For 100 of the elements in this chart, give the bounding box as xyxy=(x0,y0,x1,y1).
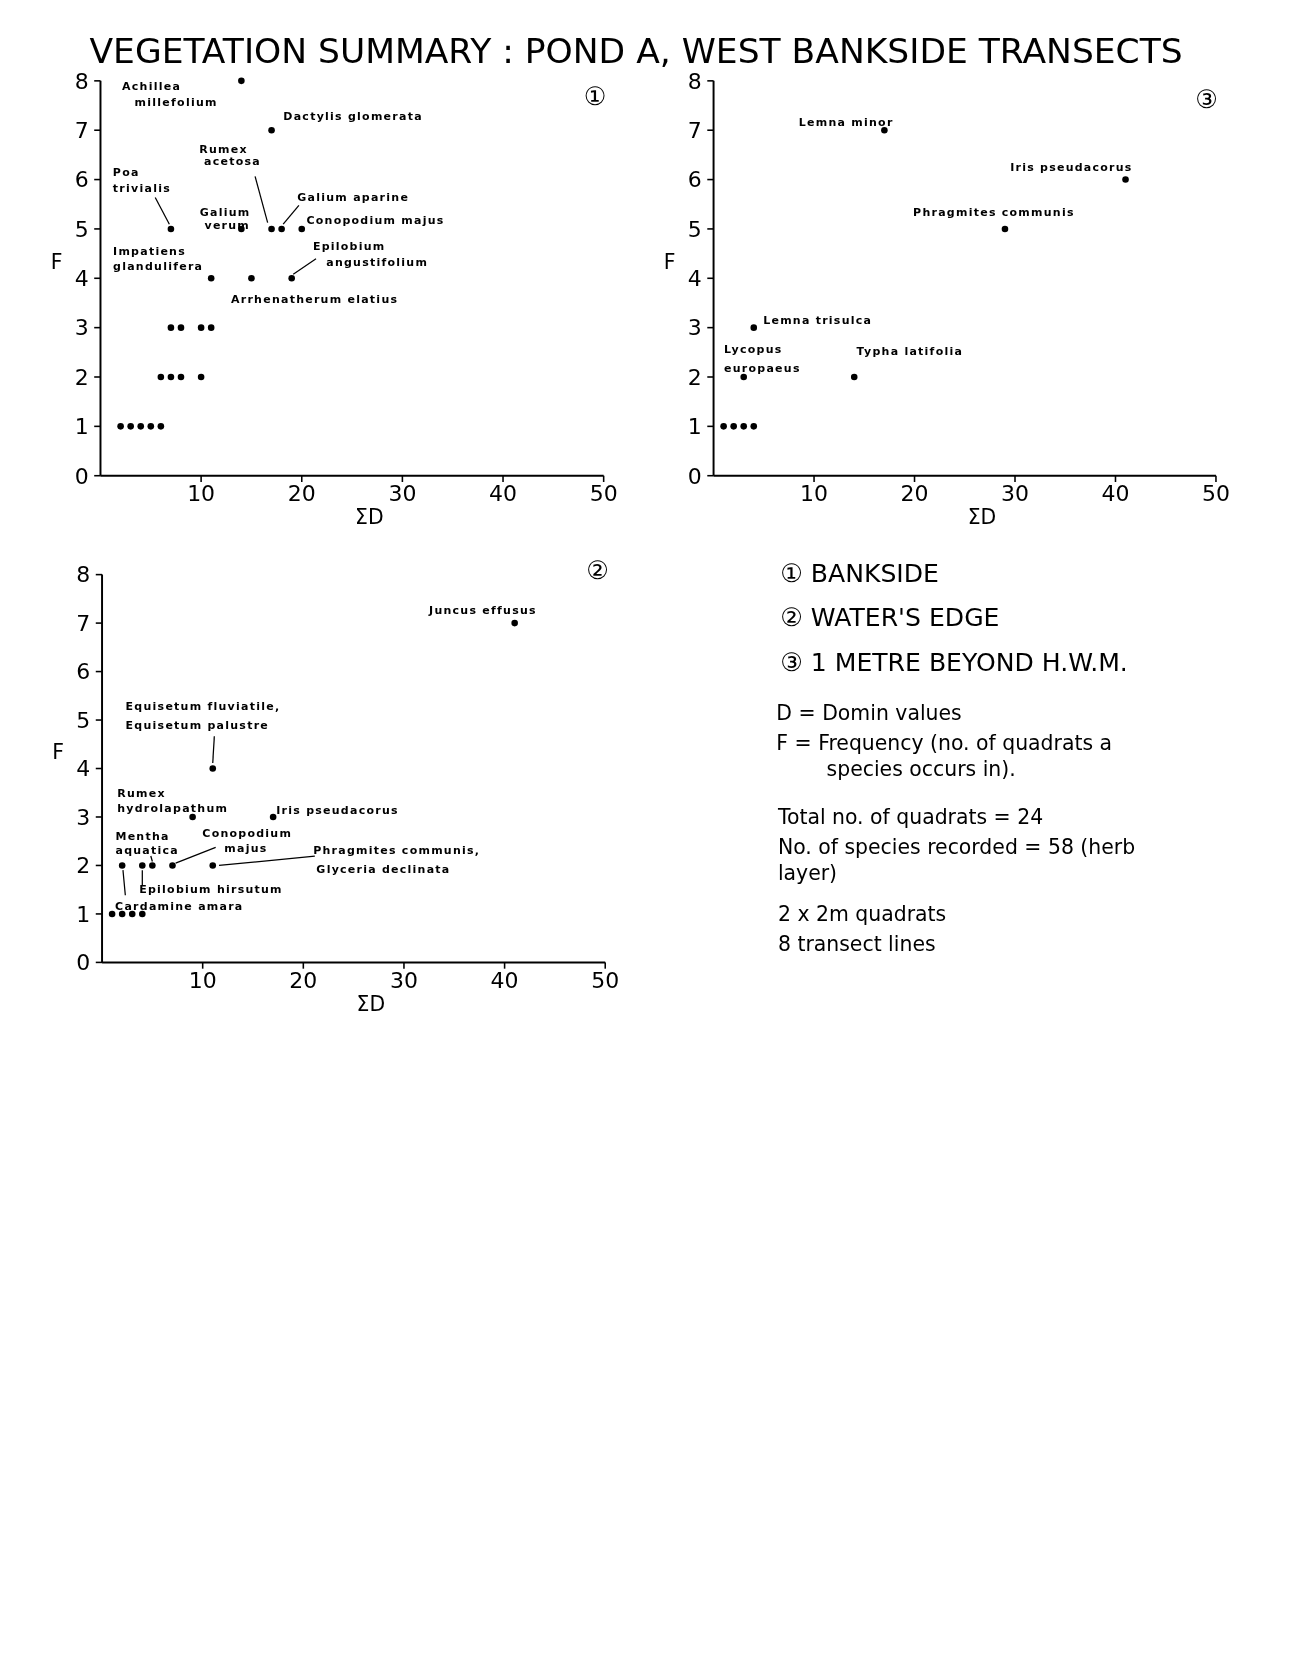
point xyxy=(139,910,146,918)
point xyxy=(1001,225,1009,233)
point xyxy=(298,225,306,233)
y-tick-label: 0 xyxy=(76,950,91,976)
text: layer) xyxy=(777,860,838,885)
point xyxy=(167,324,175,331)
text: ① BANKSIDE xyxy=(780,559,939,589)
y-tick-label: 2 xyxy=(74,364,89,390)
annotation: Epilobium hirsutum xyxy=(139,882,283,896)
point xyxy=(278,225,285,233)
y-axis-title: F xyxy=(52,740,64,765)
x-tick-label: 20 xyxy=(900,480,929,506)
annotation: Rumex acetosa xyxy=(199,142,261,168)
point xyxy=(248,274,255,282)
x-tick-label: 20 xyxy=(287,480,316,506)
x-tick-label: 20 xyxy=(289,967,318,993)
point xyxy=(157,373,165,381)
point xyxy=(177,373,185,381)
point xyxy=(128,910,136,918)
y-tick-label: 3 xyxy=(687,315,702,341)
annotation: Lemna trisulca xyxy=(763,313,873,327)
y-tick-label: 4 xyxy=(76,756,91,782)
annotation: Typha latifolia xyxy=(856,345,964,359)
point xyxy=(269,813,277,821)
annotation: Cardamine amara xyxy=(115,900,244,914)
y-tick-label: 4 xyxy=(687,266,702,292)
y-tick-label: 8 xyxy=(74,68,89,94)
point xyxy=(139,862,146,869)
y-tick-label: 6 xyxy=(76,659,91,685)
point xyxy=(207,324,215,331)
annotation: ② xyxy=(586,556,609,586)
x-tick-label: 10 xyxy=(187,480,216,506)
point xyxy=(118,862,126,869)
y-tick-label: 7 xyxy=(76,610,91,636)
point xyxy=(288,274,295,282)
annotation: Achillea millefolium xyxy=(122,80,218,109)
point xyxy=(268,225,275,233)
annotation: Rumex hydrolapathum xyxy=(117,787,229,816)
point xyxy=(1122,176,1129,183)
x-tick-label: 30 xyxy=(388,480,417,506)
annotation: Poa trivialis xyxy=(112,166,171,196)
text: 8 transect lines xyxy=(777,931,936,956)
y-tick-label: 8 xyxy=(76,562,91,588)
y-tick-label: 3 xyxy=(76,804,91,830)
annotation: Mentha aquatica xyxy=(115,830,179,857)
y-tick-label: 5 xyxy=(687,216,702,242)
point xyxy=(118,910,126,918)
annotation: Conopodium majus xyxy=(202,827,293,856)
y-axis-title: F xyxy=(50,249,63,274)
text: ③ 1 METRE BEYOND H.W.M. xyxy=(780,648,1128,678)
annotation: Lycopus europaeus xyxy=(724,343,801,375)
point xyxy=(740,423,748,430)
y-tick-label: 5 xyxy=(76,707,91,733)
point xyxy=(881,126,888,134)
y-tick-label: 4 xyxy=(74,266,89,292)
point xyxy=(167,225,175,233)
point xyxy=(127,423,134,430)
point xyxy=(177,324,185,331)
point xyxy=(137,423,145,430)
annotation: Dactylis glomerata xyxy=(283,110,423,124)
point xyxy=(197,324,205,331)
annotation: Phragmites communis, Glyceria declinata xyxy=(313,843,481,876)
annotation: ① xyxy=(583,82,607,112)
x-tick-label: 40 xyxy=(1101,480,1130,506)
text: Total no. of quadrats = 24 xyxy=(776,805,1044,830)
point xyxy=(108,910,116,918)
x-axis-title: ΣD xyxy=(356,992,386,1017)
x-tick-label: 10 xyxy=(800,480,829,506)
y-tick-label: 1 xyxy=(74,414,89,440)
point xyxy=(167,373,175,381)
point xyxy=(147,423,155,430)
y-tick-label: 5 xyxy=(74,216,89,242)
annotation: Iris pseudacorus xyxy=(276,803,399,817)
text: species occurs in). xyxy=(826,756,1016,781)
x-tick-label: 40 xyxy=(489,480,518,506)
text: D = Domin values xyxy=(776,700,962,725)
y-tick-label: 6 xyxy=(687,167,702,193)
x-axis-title: ΣD xyxy=(355,505,384,530)
point xyxy=(197,373,205,381)
annotation: Iris pseudacorus xyxy=(1010,160,1133,174)
x-tick-label: 50 xyxy=(1201,480,1230,506)
point xyxy=(209,862,217,869)
x-tick-label: 30 xyxy=(1001,480,1029,506)
y-tick-label: 1 xyxy=(76,901,91,927)
point xyxy=(169,862,176,869)
text: F = Frequency (no. of quadrats a xyxy=(776,730,1113,755)
y-tick-label: 6 xyxy=(74,167,89,193)
y-axis-title: F xyxy=(663,249,676,274)
point xyxy=(511,619,518,627)
text: ② WATER'S EDGE xyxy=(780,603,1000,633)
x-tick-label: 50 xyxy=(589,480,618,506)
annotation: Conopodium majus xyxy=(306,214,445,228)
y-tick-label: 3 xyxy=(74,315,89,341)
y-tick-label: 2 xyxy=(76,853,91,879)
annotation: Arrhenatherum elatius xyxy=(231,292,399,306)
x-tick-label: 40 xyxy=(490,967,519,993)
point xyxy=(149,862,156,869)
y-tick-label: 0 xyxy=(74,463,89,489)
point xyxy=(720,423,727,430)
annotation: ③ xyxy=(1195,85,1218,115)
